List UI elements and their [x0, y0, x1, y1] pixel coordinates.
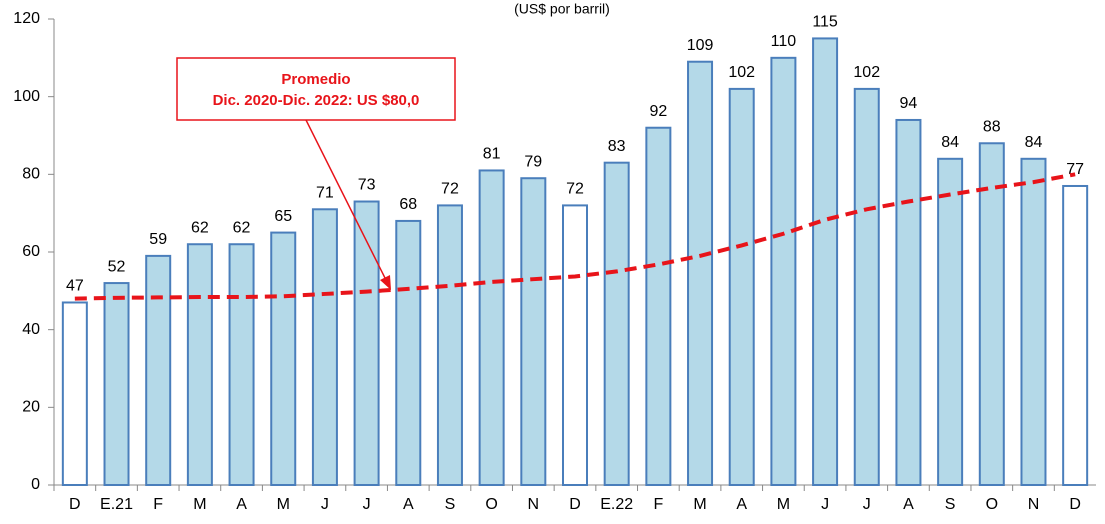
bar [645, 126, 672, 486]
bar [478, 169, 505, 486]
value-label: 72 [566, 181, 584, 198]
x-tick-label: N [1028, 496, 1040, 513]
x-tick-label: F [153, 496, 163, 513]
bar [728, 87, 755, 487]
value-label: 59 [149, 231, 167, 248]
value-label: 109 [687, 37, 714, 54]
chart-subtitle: (US$ por barril) [514, 1, 610, 17]
bar [812, 37, 839, 487]
x-tick-label: E.22 [600, 496, 633, 513]
x-tick-label: A [403, 496, 414, 513]
x-tick-label: A [903, 496, 914, 513]
value-label: 73 [358, 177, 376, 194]
value-label: 68 [399, 196, 417, 213]
y-tick-label: 60 [22, 243, 40, 260]
value-label: 79 [524, 153, 542, 170]
value-label: 94 [900, 95, 918, 112]
annotation-text: Promedio [281, 71, 350, 88]
y-tick-label: 40 [22, 321, 40, 338]
x-tick-label: F [653, 496, 663, 513]
x-tick-label: J [321, 496, 329, 513]
x-tick-label: N [528, 496, 540, 513]
value-label: 88 [983, 118, 1001, 135]
value-label: 71 [316, 185, 334, 202]
x-tick-label: M [777, 496, 790, 513]
y-tick-label: 0 [31, 476, 40, 493]
bar [436, 204, 463, 486]
trend-line [74, 172, 1076, 301]
y-tick-label: 80 [22, 166, 40, 183]
x-tick-label: J [863, 496, 871, 513]
bar [562, 204, 588, 486]
bar [61, 301, 88, 486]
bar [270, 231, 297, 486]
value-label: 47 [66, 278, 84, 295]
bar [603, 161, 630, 487]
bar [228, 243, 255, 486]
value-label: 84 [941, 134, 959, 151]
annotation-box [176, 57, 456, 121]
x-tick-label: D [69, 496, 81, 513]
value-label: 81 [483, 146, 501, 163]
bar [895, 118, 922, 486]
value-label: 84 [1025, 134, 1043, 151]
value-label: 62 [191, 219, 209, 236]
value-label: 110 [771, 33, 797, 50]
bar [353, 200, 380, 486]
x-tick-label: O [485, 496, 497, 513]
x-tick-label: E.21 [100, 496, 133, 513]
bar [145, 254, 172, 486]
arrow-head [380, 275, 391, 290]
value-label: 92 [649, 103, 667, 120]
x-tick-label: S [445, 496, 456, 513]
bar [687, 60, 714, 486]
value-label: 102 [853, 64, 880, 81]
bar [770, 56, 797, 486]
x-tick-label: M [277, 496, 290, 513]
x-tick-label: D [569, 496, 581, 513]
value-label: 102 [728, 64, 755, 81]
bar [937, 157, 964, 487]
annotation-arrow [305, 119, 387, 281]
x-tick-label: M [193, 496, 206, 513]
x-tick-label: A [736, 496, 747, 513]
value-label: 72 [441, 181, 459, 198]
y-tick-label: 120 [13, 10, 40, 27]
y-tick-label: 20 [22, 399, 40, 416]
bar [186, 243, 213, 486]
bar [853, 87, 880, 487]
bar [978, 142, 1005, 486]
bar [1020, 157, 1047, 487]
annotation-text: Dic. 2020-Dic. 2022: US $80,0 [213, 92, 420, 109]
bar [103, 282, 130, 487]
bar [311, 208, 338, 487]
value-label: 83 [608, 138, 626, 155]
value-label: 52 [108, 258, 126, 275]
value-label: 62 [233, 219, 251, 236]
bar [1062, 184, 1089, 486]
x-tick-label: O [986, 496, 998, 513]
x-tick-label: A [236, 496, 247, 513]
value-label: 65 [274, 208, 292, 225]
x-tick-label: J [821, 496, 829, 513]
x-tick-label: M [693, 496, 706, 513]
x-tick-label: D [1069, 496, 1081, 513]
value-label: 115 [812, 14, 838, 31]
y-tick-label: 100 [13, 88, 40, 105]
x-tick-label: J [363, 496, 371, 513]
bar [395, 219, 422, 487]
bar [520, 177, 547, 486]
x-tick-label: S [945, 496, 956, 513]
